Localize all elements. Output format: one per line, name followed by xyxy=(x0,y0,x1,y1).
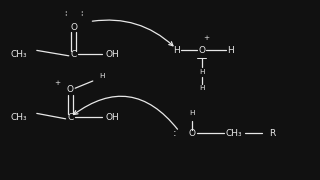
Text: H: H xyxy=(189,110,195,116)
Text: OH: OH xyxy=(105,50,119,59)
Text: :: : xyxy=(64,10,67,17)
Text: O: O xyxy=(70,22,77,32)
Text: +: + xyxy=(54,80,61,86)
Text: H: H xyxy=(199,69,204,75)
Text: H: H xyxy=(100,73,105,79)
Text: R: R xyxy=(269,129,275,138)
Text: C: C xyxy=(67,112,74,122)
Text: :: : xyxy=(172,128,176,138)
Text: :: : xyxy=(64,10,67,16)
Text: :: : xyxy=(80,10,83,17)
Text: O: O xyxy=(188,129,196,138)
Text: OH: OH xyxy=(105,112,119,122)
Text: H: H xyxy=(227,46,234,55)
Text: CH₃: CH₃ xyxy=(11,50,28,59)
Text: C: C xyxy=(70,50,77,59)
Text: H: H xyxy=(172,46,180,55)
Text: H: H xyxy=(199,85,204,91)
Text: O: O xyxy=(198,46,205,55)
Text: +: + xyxy=(203,35,210,41)
Text: O: O xyxy=(67,86,74,94)
Text: CH₃: CH₃ xyxy=(11,112,28,122)
Text: CH₃: CH₃ xyxy=(225,129,242,138)
Text: :: : xyxy=(80,10,83,16)
